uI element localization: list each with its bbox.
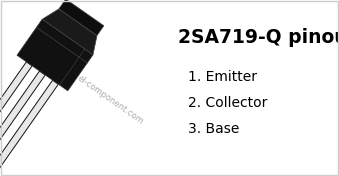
Polygon shape bbox=[0, 71, 45, 161]
Polygon shape bbox=[0, 80, 58, 170]
Polygon shape bbox=[0, 62, 32, 152]
Text: 1. Emitter: 1. Emitter bbox=[188, 70, 257, 84]
Text: 2SA719-Q pinout: 2SA719-Q pinout bbox=[178, 28, 339, 47]
Text: 2. Collector: 2. Collector bbox=[188, 96, 267, 110]
Text: el-component.com: el-component.com bbox=[75, 74, 145, 126]
Polygon shape bbox=[17, 19, 93, 91]
Text: 3. Base: 3. Base bbox=[188, 122, 239, 136]
Polygon shape bbox=[42, 9, 97, 55]
Polygon shape bbox=[59, 0, 104, 36]
